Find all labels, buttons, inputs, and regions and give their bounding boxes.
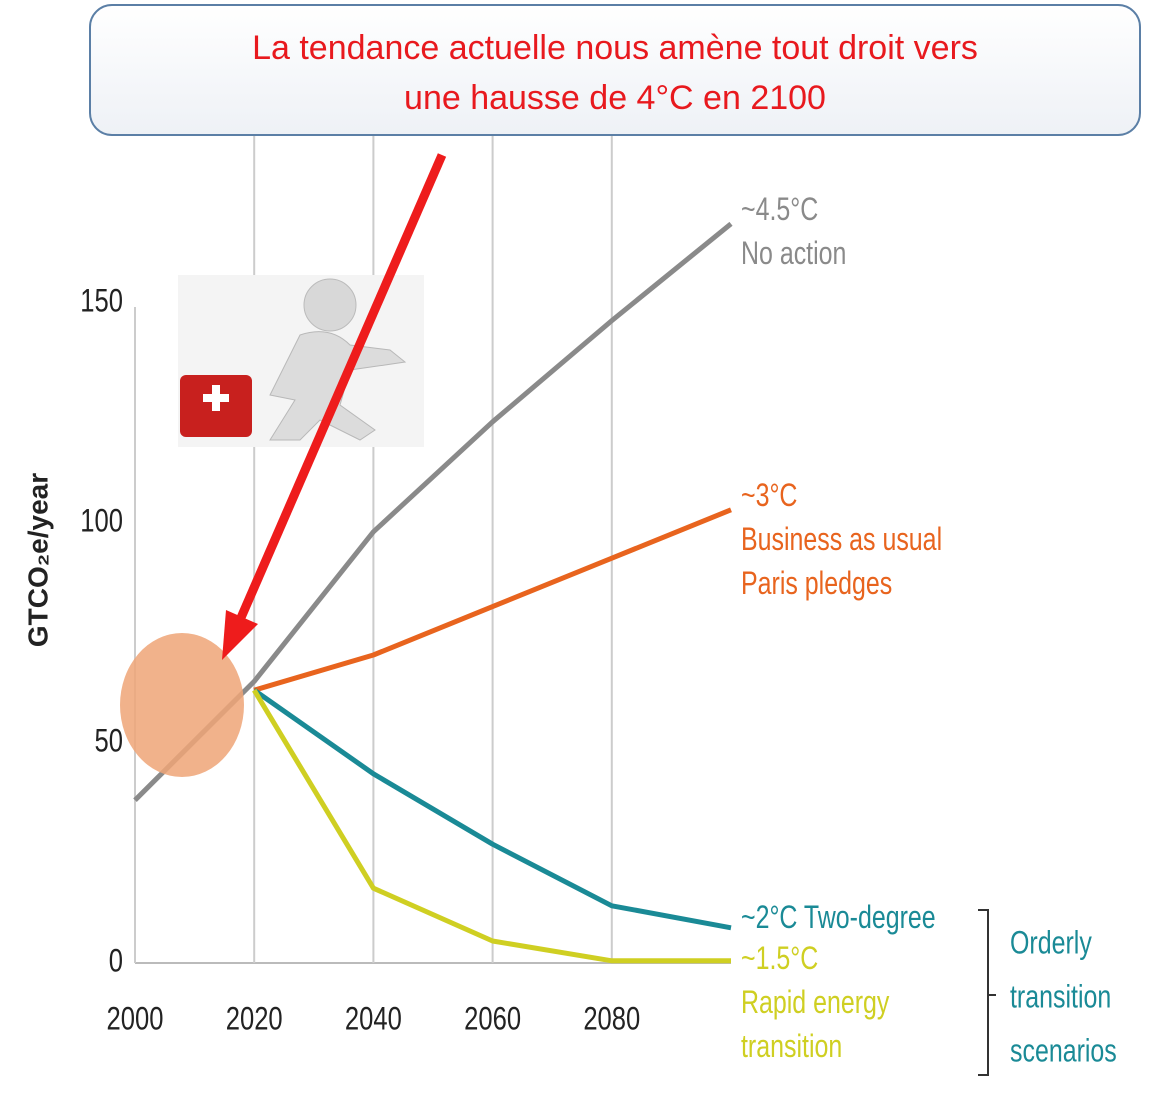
group-bracket xyxy=(978,910,996,1075)
callout-text: une hausse de 4°C en 2100 xyxy=(404,79,826,117)
series-label: ~3°C xyxy=(741,478,797,514)
group-label: Orderly xyxy=(1010,926,1092,962)
series-label: Business as usual xyxy=(741,522,942,558)
series-label: ~2°C Two-degree xyxy=(741,900,936,936)
x-tick-label: 2080 xyxy=(583,1002,640,1037)
series-label: Paris pledges xyxy=(741,566,892,602)
series-label: ~1.5°C xyxy=(741,941,818,977)
group-label: transition xyxy=(1010,980,1111,1016)
plot: 2000 2020 2040 2060 2080 0 50 100 150 ~4.5°C No ac… xyxy=(80,127,1117,1075)
series-label: transition xyxy=(741,1029,842,1065)
chart: 2000 2020 2040 2060 2080 0 50 100 150 ~4.5°C No ac… xyxy=(0,0,1165,1088)
y-tick-label: 150 xyxy=(80,284,123,319)
x-tick-label: 2040 xyxy=(345,1002,402,1037)
y-tick-label: 50 xyxy=(95,724,123,759)
y-axis-label: GTCO₂e/year xyxy=(22,473,53,647)
callout-text: La tendance actuelle nous amène tout dro… xyxy=(252,29,978,67)
x-tick-label: 2000 xyxy=(107,1002,164,1037)
x-tick-label: 2060 xyxy=(464,1002,521,1037)
y-tick-label: 0 xyxy=(109,944,123,979)
runner-image xyxy=(178,275,424,447)
series-label: Rapid energy xyxy=(741,985,890,1021)
series-label: ~4.5°C xyxy=(741,192,818,228)
series-label: No action xyxy=(741,236,846,272)
y-tick-label: 100 xyxy=(80,504,123,539)
x-tick-label: 2020 xyxy=(226,1002,283,1037)
group-label: scenarios xyxy=(1010,1034,1117,1070)
